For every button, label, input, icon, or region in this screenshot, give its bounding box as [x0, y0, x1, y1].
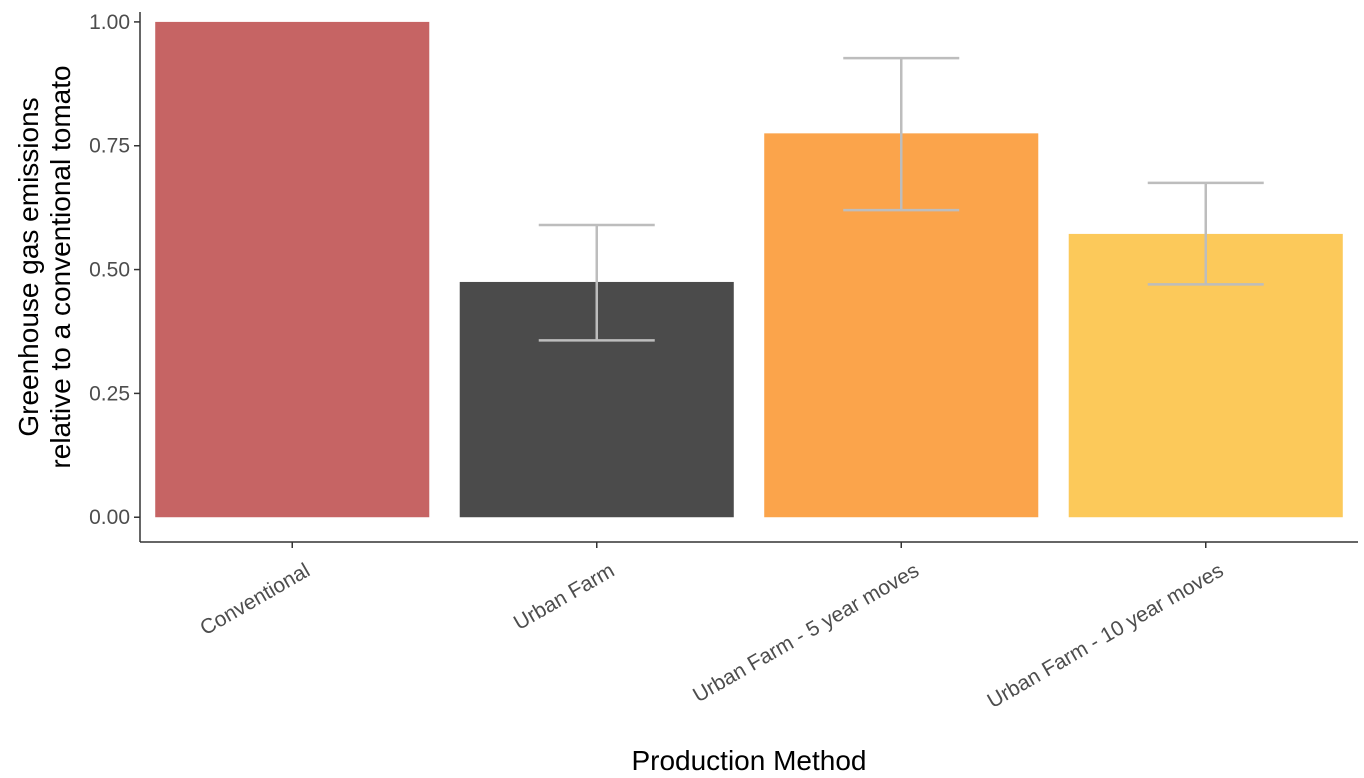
y-tick-label: 1.00 — [89, 11, 130, 34]
error-bar-2 — [538, 223, 655, 342]
x-tick-label: Urban Farm - 5 year moves — [689, 559, 923, 707]
x-tick-label: Conventional — [196, 559, 314, 640]
y-axis-title-line: relative to a conventional tomato — [45, 65, 76, 468]
x-tick-label: Urban Farm — [510, 559, 619, 635]
x-tick-label: Urban Farm - 10 year moves — [983, 559, 1227, 713]
y-tick-label: 0.50 — [89, 259, 130, 282]
error-bars — [538, 56, 1264, 342]
x-axis-title: Production Method — [631, 745, 866, 776]
y-tick-label: 0.75 — [89, 135, 130, 158]
y-tick-label: 0.00 — [89, 506, 130, 529]
y-axis-title-line: Greenhouse gas emissions — [13, 97, 44, 436]
y-tick-label: 0.25 — [89, 382, 130, 405]
bars — [155, 21, 1343, 518]
x-ticks: Conventional Urban Farm Urban Farm - 5 yea… — [196, 542, 1227, 713]
bar-1 — [155, 21, 430, 518]
y-axis-title-text: Greenhouse gas emissionsrelative to a co… — [13, 65, 76, 468]
y-axis-title: Greenhouse gas emissionsrelative to a co… — [13, 65, 76, 468]
y-ticks: 0.00 0.25 0.50 0.75 1.00 — [89, 11, 140, 529]
error-bar-4 — [1147, 181, 1264, 286]
axes — [139, 12, 1358, 543]
error-bar-3 — [843, 56, 960, 212]
